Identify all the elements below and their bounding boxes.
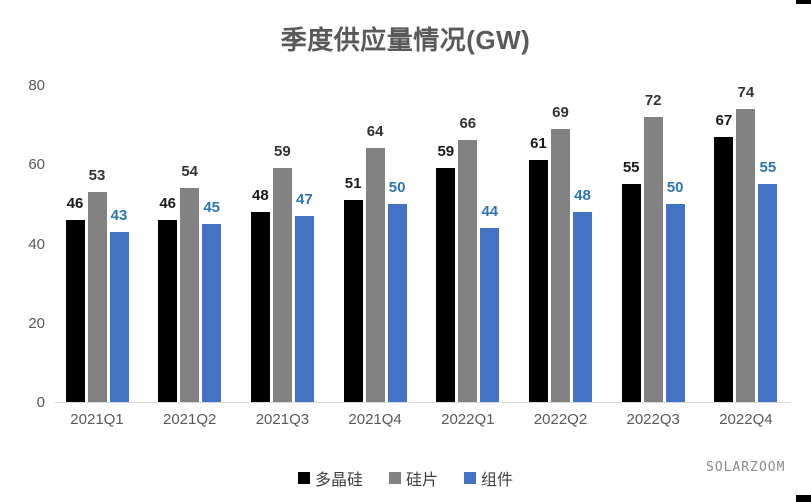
- bar-组件-2022Q3: [665, 203, 685, 402]
- bar-组件-2021Q2: [202, 223, 222, 402]
- legend-item-组件: 组件: [464, 466, 513, 490]
- bar-value-label: 43: [110, 206, 128, 224]
- bar-value-label: 55: [759, 159, 777, 177]
- bar-value-label: 46: [66, 194, 84, 212]
- x-tick-label: 2021Q3: [255, 411, 310, 428]
- bar-value-label: 69: [552, 103, 569, 121]
- bar-组件-2022Q1: [480, 227, 500, 402]
- bar-多晶硅-2021Q1: [65, 219, 85, 402]
- x-tick-label: 2022Q2: [533, 411, 588, 428]
- bar-value-label: 45: [203, 198, 221, 216]
- y-tick-label: 0: [36, 394, 45, 411]
- bar-硅片-2021Q2: [180, 188, 200, 402]
- bar-value-label: 46: [159, 194, 177, 212]
- bar-组件-2021Q4: [387, 203, 407, 402]
- bar-value-label: 55: [622, 159, 640, 177]
- y-tick-label: 40: [28, 235, 45, 253]
- legend-item-多晶硅: 多晶硅: [297, 466, 363, 490]
- bar-多晶硅-2022Q1: [436, 168, 456, 402]
- bar-value-label: 48: [574, 186, 591, 204]
- bar-value-label: 59: [274, 143, 291, 161]
- bar-组件-2022Q4: [758, 184, 778, 402]
- bar-多晶硅-2021Q3: [250, 211, 270, 402]
- bar-value-label: 59: [437, 143, 455, 161]
- bar-多晶硅-2022Q3: [621, 184, 641, 402]
- legend-swatch-icon: [297, 472, 310, 484]
- legend-swatch-icon: [464, 472, 476, 484]
- bar-多晶硅-2022Q4: [714, 136, 734, 402]
- bar-硅片-2021Q4: [365, 148, 385, 402]
- bar-value-label: 50: [388, 178, 406, 196]
- legend: 多晶硅 硅片 组件: [0, 466, 811, 490]
- bar-value-label: 44: [481, 202, 499, 220]
- bar-多晶硅-2021Q4: [343, 199, 363, 402]
- legend-swatch-icon: [388, 472, 401, 484]
- legend-label: 多晶硅: [314, 472, 363, 489]
- bar-value-label: 54: [181, 163, 199, 181]
- bar-value-label: 51: [344, 174, 362, 192]
- bar-组件-2022Q2: [573, 211, 592, 402]
- x-tick-label: 2022Q3: [626, 411, 680, 428]
- bar-硅片-2022Q3: [643, 116, 663, 402]
- bar-value-label: 74: [737, 83, 755, 101]
- bar-硅片-2021Q3: [272, 168, 292, 402]
- legend-label: 硅片: [405, 472, 438, 489]
- bar-value-label: 50: [666, 178, 684, 196]
- x-tick-label: 2021Q1: [70, 411, 124, 428]
- bar-value-label: 66: [459, 115, 477, 133]
- bottom-right-corner-mark: [796, 495, 811, 502]
- watermark-text: SOLARZOOM: [706, 460, 786, 475]
- bar-value-label: 61: [530, 135, 547, 153]
- bar-硅片-2022Q1: [458, 140, 478, 402]
- x-tick-label: 2021Q4: [348, 411, 402, 428]
- bar-组件-2021Q1: [109, 231, 129, 402]
- bar-硅片-2021Q1: [87, 191, 107, 402]
- bar-硅片-2022Q4: [736, 108, 756, 402]
- y-tick-label: 60: [28, 156, 45, 174]
- y-tick-label: 20: [28, 314, 45, 332]
- bar-value-label: 64: [366, 123, 384, 141]
- x-axis-line: [55, 402, 790, 403]
- legend-label: 组件: [481, 472, 514, 489]
- top-right-corner-mark: [796, 0, 811, 4]
- bar-value-label: 47: [296, 190, 313, 208]
- bar-组件-2021Q3: [294, 215, 314, 402]
- x-tick-label: 2022Q4: [719, 411, 773, 428]
- bar-value-label: 72: [644, 91, 662, 109]
- legend-item-硅片: 硅片: [388, 466, 438, 490]
- bar-多晶硅-2022Q2: [529, 160, 548, 402]
- bar-value-label: 48: [252, 186, 269, 204]
- bar-硅片-2022Q2: [551, 128, 570, 402]
- y-tick-label: 80: [28, 77, 45, 94]
- chart-title: 季度供应量情况(GW): [280, 25, 531, 55]
- x-tick-label: 2022Q1: [441, 411, 495, 428]
- bar-value-label: 53: [88, 166, 106, 184]
- bar-value-label: 67: [715, 111, 733, 129]
- x-tick-label: 2021Q2: [162, 411, 217, 428]
- bar-多晶硅-2021Q2: [158, 219, 178, 402]
